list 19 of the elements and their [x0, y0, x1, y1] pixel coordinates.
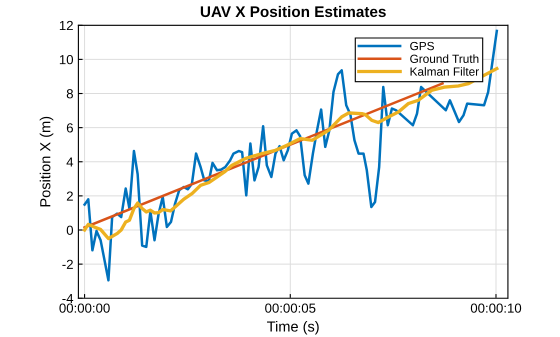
y-tick-label: 8: [66, 89, 73, 98]
chart-title: UAV X Position Estimates: [200, 6, 386, 18]
legend-label: Ground Truth: [410, 54, 478, 63]
y-axis-title: Position X (m): [40, 116, 54, 206]
y-tick-label: -4: [62, 294, 74, 304]
y-tick-label: 4: [66, 157, 74, 167]
y-tick-label: 6: [66, 123, 73, 133]
y-tick-label: 2: [66, 191, 73, 201]
y-tick-label: 12: [60, 20, 73, 30]
x-tick-label: 00:00:10: [470, 303, 522, 313]
legend-label: Kalman Filter: [410, 67, 479, 76]
x-tick-label: 00:00:00: [59, 303, 110, 313]
x-axis-title: Time (s): [267, 320, 319, 335]
legend-label: GPS: [410, 42, 434, 50]
y-tick-label: 0: [66, 226, 74, 235]
y-tick-label: -2: [62, 260, 73, 269]
line-series: [82, 66, 498, 240]
x-tick-label: 00:00:05: [265, 303, 316, 313]
y-tick-label: 10: [60, 54, 74, 64]
